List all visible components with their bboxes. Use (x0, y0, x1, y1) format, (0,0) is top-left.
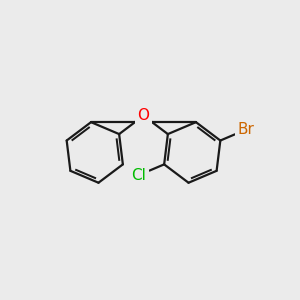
Text: Br: Br (237, 122, 254, 137)
Text: Cl: Cl (131, 168, 146, 183)
Text: O: O (137, 108, 149, 123)
